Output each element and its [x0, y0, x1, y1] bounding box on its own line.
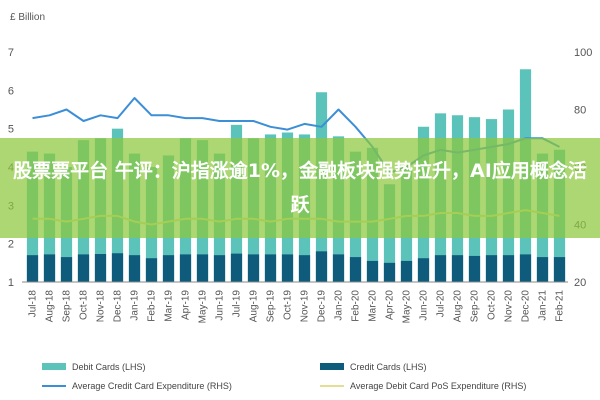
x-tick-label: Jul-20 — [436, 290, 447, 318]
credit-bar — [315, 251, 328, 282]
legend-label-credit: Credit Cards (LHS) — [350, 362, 427, 372]
x-tick-label: Apr-20 — [385, 290, 396, 320]
credit-bar — [485, 255, 498, 282]
overlay-banner: 股票票平台 午评：沪指涨逾1%，金融板块强势拉升，AI应用概念活跃 — [0, 138, 600, 238]
credit-bar — [281, 254, 294, 282]
x-tick-label: Aug-20 — [453, 290, 464, 323]
x-tick-label: Sep-20 — [470, 290, 481, 323]
credit-bar — [451, 255, 464, 282]
banner-text: 股票票平台 午评：沪指涨逾1%，金融板块强势拉升，AI应用概念活跃 — [13, 160, 587, 216]
x-tick-label: May-19 — [198, 290, 209, 324]
credit-bar — [230, 253, 243, 282]
right-tick-label: 20 — [574, 277, 586, 289]
credit-bar — [145, 258, 158, 282]
credit-bar — [60, 257, 73, 282]
legend-label-avg-credit: Average Credit Card Expenditure (RHS) — [72, 381, 232, 391]
left-tick-label: 7 — [8, 47, 14, 59]
x-tick-label: Dec-18 — [113, 290, 124, 323]
x-tick-label: Jul-18 — [28, 290, 39, 318]
credit-bar — [519, 254, 532, 282]
credit-bar — [536, 257, 549, 282]
x-tick-label: Feb-19 — [147, 290, 158, 322]
x-tick-label: Nov-18 — [96, 290, 107, 323]
credit-bar — [434, 255, 447, 282]
x-tick-label: May-20 — [402, 290, 413, 324]
x-tick-label: Jan-20 — [334, 290, 345, 321]
legend-label-debit: Debit Cards (LHS) — [72, 362, 146, 372]
credit-bar — [196, 254, 209, 282]
credit-bar — [213, 255, 226, 282]
x-tick-label: Feb-21 — [555, 290, 566, 322]
x-tick-label: Feb-20 — [351, 290, 362, 322]
x-tick-label: Mar-20 — [368, 290, 379, 322]
credit-bar — [417, 258, 430, 282]
credit-bar — [77, 254, 90, 282]
credit-bar — [298, 255, 311, 282]
credit-bar — [247, 254, 260, 282]
x-tick-label: Mar-19 — [164, 290, 175, 322]
x-tick-label: Aug-18 — [45, 290, 56, 323]
x-tick-label: Jun-20 — [419, 290, 430, 321]
credit-bar — [400, 260, 413, 282]
left-tick-label: 1 — [8, 277, 14, 289]
right-tick-label: 100 — [574, 47, 592, 59]
credit-bar — [128, 255, 141, 282]
legend-swatch-credit — [320, 363, 344, 370]
credit-bar — [43, 254, 56, 282]
left-tick-label: 2 — [8, 239, 14, 251]
x-tick-label: Jan-19 — [130, 290, 141, 321]
x-tick-label: Dec-20 — [521, 290, 532, 323]
legend-swatch-debit — [42, 363, 66, 370]
right-tick-label: 80 — [574, 105, 586, 117]
x-tick-label: Sep-18 — [62, 290, 73, 323]
credit-bar — [332, 254, 345, 282]
x-tick-label: Aug-19 — [249, 290, 260, 323]
x-axis: Jul-18 Aug-18 Sep-18 Oct-18 Nov-18 Dec-18 Jan-… — [28, 290, 566, 324]
credit-bar — [179, 254, 192, 282]
credit-bar — [366, 260, 379, 282]
x-tick-label: Dec-19 — [317, 290, 328, 323]
left-tick-label: 5 — [8, 124, 14, 136]
credit-bar — [468, 255, 481, 282]
x-tick-label: Apr-19 — [181, 290, 192, 320]
credit-cards-bars — [26, 251, 566, 282]
x-tick-label: Oct-18 — [79, 290, 90, 320]
x-tick-label: Jan-21 — [538, 290, 549, 321]
credit-bar — [349, 257, 362, 282]
credit-bar — [94, 254, 107, 282]
credit-bar — [162, 255, 175, 282]
x-tick-label: Sep-19 — [266, 290, 277, 323]
credit-bar — [264, 254, 277, 282]
x-tick-label: Nov-19 — [300, 290, 311, 323]
credit-bar — [502, 255, 515, 282]
credit-bar — [553, 257, 566, 282]
left-tick-label: 6 — [8, 85, 14, 97]
credit-bar — [111, 253, 124, 282]
unit-label: £ Billion — [10, 12, 45, 23]
credit-bar — [26, 255, 39, 282]
x-tick-label: Nov-20 — [504, 290, 515, 323]
x-tick-label: Oct-19 — [283, 290, 294, 320]
legend: Debit Cards (LHS) Credit Cards (LHS) Ave… — [42, 362, 526, 391]
x-tick-label: Jul-19 — [232, 290, 243, 318]
x-tick-label: Jun-19 — [215, 290, 226, 321]
legend-label-avg-debit: Average Debit Card PoS Expenditure (RHS) — [350, 381, 526, 391]
x-tick-label: Oct-20 — [487, 290, 498, 320]
credit-bar — [383, 262, 396, 282]
